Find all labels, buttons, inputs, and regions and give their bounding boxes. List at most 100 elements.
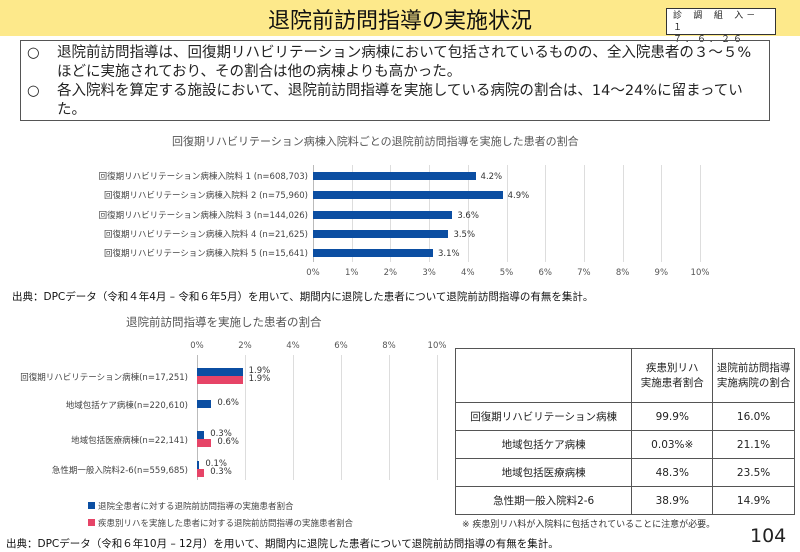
gridline [700, 165, 701, 262]
summary-box: ○ 退院前訪問指導は、回復期リハビリテーション病棟において包括されているものの、全… [20, 40, 770, 121]
table-cell: 急性期一般入院料2-6 [454, 486, 633, 515]
x-tick-label: 10% [690, 268, 710, 278]
bar [313, 249, 433, 258]
category-label: 回復期リハビリテーション病棟入院料 1 (n=608,703) [98, 172, 308, 182]
table-row: 回復期リハビリテーション病棟 99.9% 16.0% [454, 402, 795, 431]
gridline [661, 165, 663, 262]
source-note-1: 出典：DPCデータ（令和４年4月 – 令和６年5月）を用いて、期間内に退院した患… [12, 291, 594, 303]
category-label: 回復期リハビリテーション病棟入院料 4 (n=21,625) [103, 229, 308, 240]
gridline [622, 165, 624, 262]
x-tick-label: 4% [461, 268, 475, 278]
table-footnote: ※ 疾患別リハ料が入院料に包括されていることに注意が必要。 [462, 520, 716, 530]
bar-rehab [197, 439, 212, 447]
axis-line [197, 355, 198, 480]
table-cell: 14.9% [712, 486, 795, 515]
table-cell: 38.9% [631, 486, 714, 515]
category-label: 回復期リハビリテーション病棟(n=17,251) [20, 373, 188, 383]
bar [313, 191, 503, 200]
x-tick-label: 7% [577, 268, 591, 278]
summary-item: ○ 各入院料を算定する施設において、退院前訪問指導を実施している病院の割合は、14… [27, 82, 763, 120]
legend-swatch [88, 519, 95, 526]
x-tick-label: 8% [382, 341, 396, 351]
data-label: 3.5% [453, 229, 476, 240]
data-label: 1.9% [248, 366, 271, 376]
table-header-row: 疾患別リハ 実施患者割合 退院前訪問指導 実施病院の割合 [454, 348, 795, 403]
table-cell: 回復期リハビリテーション病棟 [454, 402, 633, 431]
bullet-icon: ○ [27, 45, 40, 61]
category-label: 地域包括医療病棟(n=22,141) [71, 436, 188, 446]
data-label: 1.9% [248, 374, 271, 384]
badge-line-1: 診 調 組 入－１ [673, 11, 759, 33]
category-label: 回復期リハビリテーション病棟入院料 3 (n=144,026) [98, 210, 308, 221]
table-cell: 地域包括医療病棟 [454, 458, 633, 487]
data-label: 4.9% [507, 191, 530, 202]
chart-title: 回復期リハビリテーション病棟入院料ごとの退院前訪問指導を実施した患者の割合 [172, 135, 579, 148]
table-row: 急性期一般入院料2-6 38.9% 14.9% [454, 486, 795, 515]
page-title: 退院前訪問指導の実施状況 [267, 9, 532, 34]
ward-rate-table: 疾患別リハ 実施患者割合 退院前訪問指導 実施病院の割合 回復期リハビリテーショ… [454, 348, 795, 515]
bar-all [197, 461, 200, 469]
table-header [454, 348, 633, 403]
source-note-2: 出典：DPCデータ（令和６年10月 – 12月）を用いて、期間内に退院した患者に… [6, 538, 559, 550]
table-row: 地域包括医療病棟 48.3% 23.5% [454, 458, 795, 487]
data-label: 3.1% [437, 249, 460, 260]
data-label: 4.2% [480, 172, 503, 182]
summary-text: 各入院料を算定する施設において、退院前訪問指導を実施している病院の割合は、14～… [57, 83, 743, 118]
x-tick-label: 8% [615, 268, 630, 278]
table-row: 地域包括ケア病棟 0.03%※ 21.1% [454, 430, 795, 459]
x-tick-label: 1% [344, 268, 359, 278]
legend-swatch [88, 502, 95, 509]
table-cell: 0.03%※ [631, 430, 714, 459]
gridline [245, 355, 246, 480]
x-tick-label: 10% [427, 341, 447, 351]
data-label: 0.6% [217, 398, 239, 408]
legend-label: 疾患別リハを実施した患者に対する退院前訪問指導の実施患者割合 [98, 519, 354, 529]
gridline [506, 165, 508, 262]
chart-title: 退院前訪問指導を実施した患者の割合 [126, 315, 322, 329]
gridline [389, 355, 390, 480]
table-cell: 99.9% [631, 402, 714, 431]
data-label: 0.3% [210, 429, 232, 439]
bar [313, 172, 476, 180]
category-label: 地域包括ケア病棟(n=220,610) [65, 401, 188, 411]
bar-rehab [197, 376, 243, 384]
x-tick-label: 2% [383, 268, 398, 278]
x-tick-label: 6% [334, 341, 348, 351]
bullet-icon: ○ [27, 83, 40, 99]
x-tick-label: 9% [654, 268, 669, 278]
category-label: 回復期リハビリテーション病棟入院料 2 (n=75,960) [103, 191, 308, 202]
gridline [437, 355, 438, 480]
bar [313, 229, 449, 238]
table-header: 疾患別リハ 実施患者割合 [631, 348, 714, 403]
bar-all [197, 400, 212, 408]
legend-item-all-patients: 退院全患者に対する退院前訪問指導の実施患者割合 [88, 500, 294, 512]
data-label: 3.6% [457, 210, 479, 221]
x-tick-label: 5% [499, 268, 514, 278]
gridline [467, 165, 469, 262]
table-cell: 23.5% [712, 458, 795, 487]
x-tick-label: 2% [238, 341, 252, 351]
x-tick-label: 6% [538, 268, 552, 278]
table-cell: 48.3% [631, 458, 714, 487]
summary-text: 退院前訪問指導は、回復期リハビリテーション病棟において包括されているものの、全入… [57, 45, 752, 80]
document-id-badge: 診 調 組 入－１ ７．６．２６ [666, 8, 776, 45]
table-cell: 地域包括ケア病棟 [454, 430, 633, 459]
gridline [545, 165, 547, 262]
bar-rehab [197, 469, 205, 477]
x-tick-label: 0% [306, 268, 320, 278]
x-tick-label: 0% [190, 341, 204, 351]
bar-all [197, 431, 205, 439]
gridline [293, 355, 294, 480]
bar [313, 210, 453, 219]
x-tick-label: 4% [286, 341, 300, 351]
data-label: 0.1% [205, 459, 227, 469]
table-cell: 16.0% [712, 402, 795, 431]
summary-item: ○ 退院前訪問指導は、回復期リハビリテーション病棟において包括されているものの、全… [27, 44, 763, 82]
category-label: 急性期一般入院料2-6(n=559,685) [51, 466, 188, 476]
gridline [341, 355, 342, 480]
x-tick-label: 3% [422, 268, 436, 278]
table-cell: 21.1% [712, 430, 795, 459]
category-label: 回復期リハビリテーション病棟入院料 5 (n=15,641) [103, 249, 308, 260]
table-header: 退院前訪問指導 実施病院の割合 [712, 348, 795, 403]
legend-label: 退院全患者に対する退院前訪問指導の実施患者割合 [98, 502, 294, 512]
